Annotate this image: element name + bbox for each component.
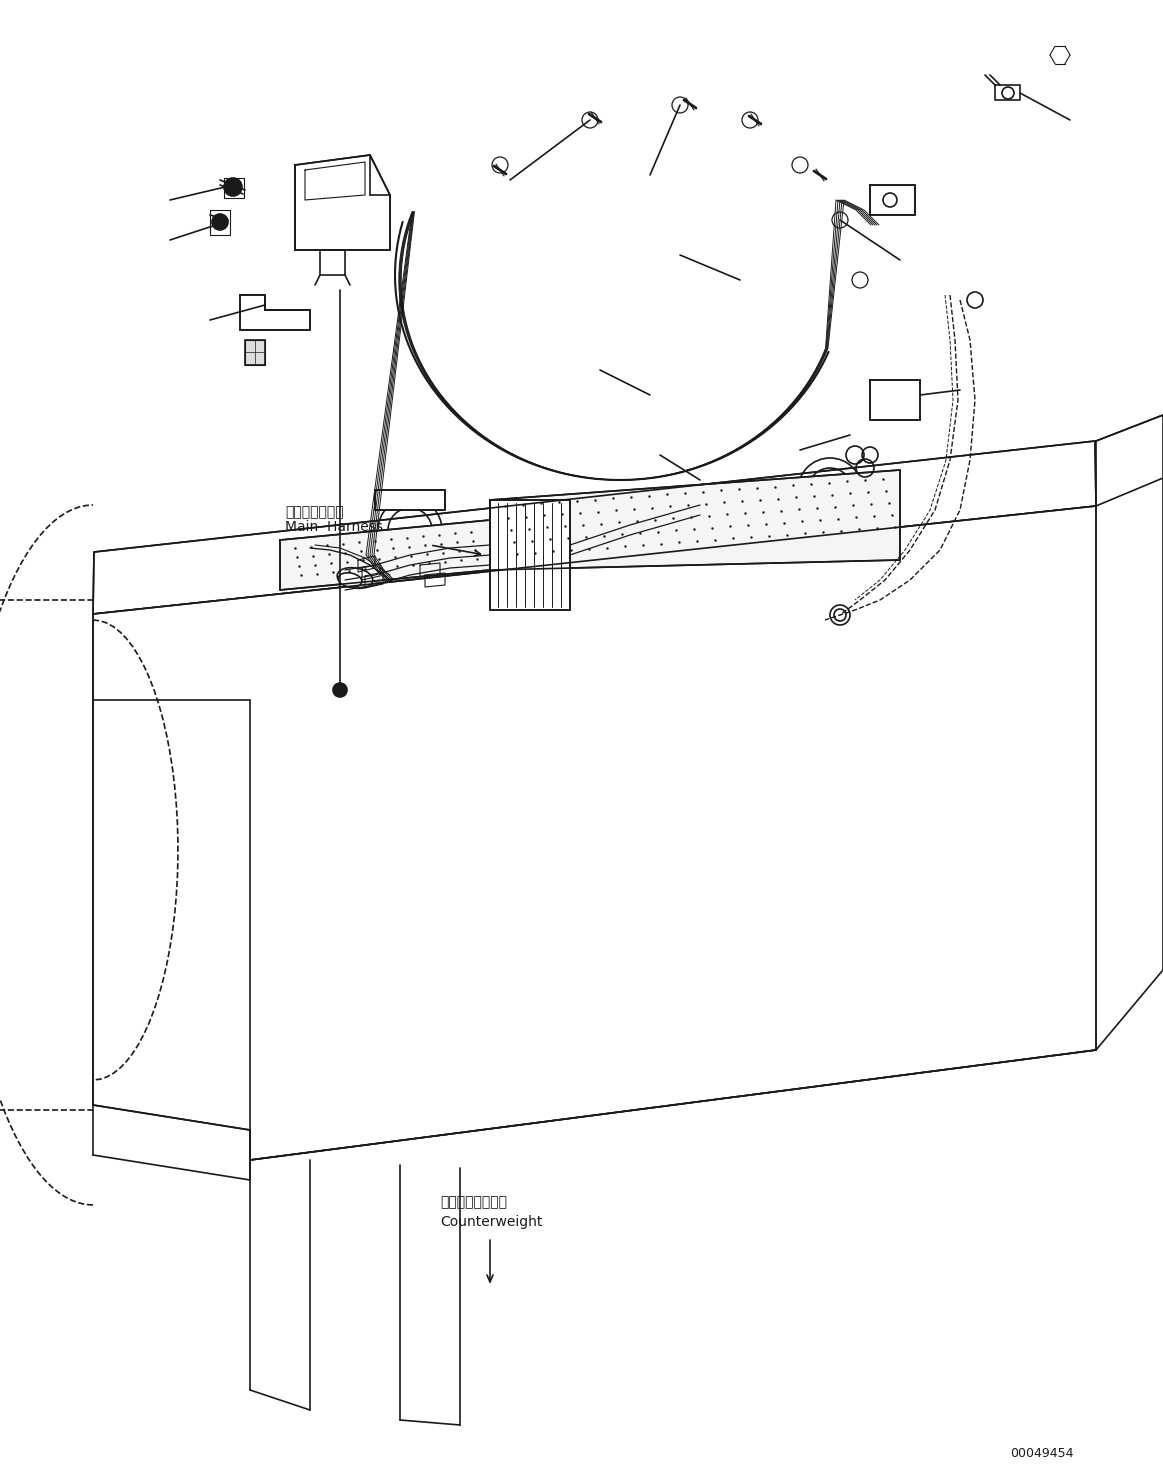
Polygon shape <box>93 506 1096 1160</box>
Polygon shape <box>93 441 1096 614</box>
Polygon shape <box>490 500 570 610</box>
Polygon shape <box>870 185 915 215</box>
Polygon shape <box>490 471 900 570</box>
Polygon shape <box>295 155 390 250</box>
Circle shape <box>212 215 228 229</box>
Polygon shape <box>374 490 445 511</box>
Text: カウンタウェイト: カウンタウェイト <box>440 1194 507 1209</box>
Circle shape <box>224 178 242 195</box>
Text: Main  Harness: Main Harness <box>285 519 383 534</box>
Text: メインハーネス: メインハーネス <box>285 505 343 519</box>
Text: 00049454: 00049454 <box>1009 1447 1073 1459</box>
Ellipse shape <box>337 568 373 589</box>
Polygon shape <box>245 340 265 366</box>
Polygon shape <box>870 380 920 420</box>
Circle shape <box>333 682 347 697</box>
Polygon shape <box>240 295 311 330</box>
Circle shape <box>335 685 345 696</box>
Text: Counterweight: Counterweight <box>440 1215 542 1228</box>
Ellipse shape <box>338 573 362 588</box>
Polygon shape <box>280 519 490 591</box>
